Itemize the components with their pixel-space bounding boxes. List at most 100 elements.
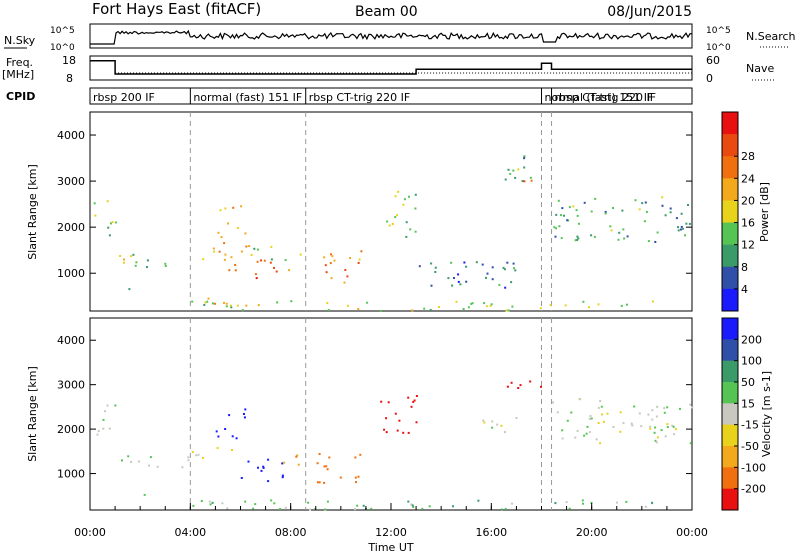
scatter-region (380, 395, 418, 434)
scatter-region (207, 297, 228, 305)
scatter-region (121, 455, 190, 469)
range-cell (403, 198, 406, 201)
range-cell (653, 431, 656, 434)
range-cell (671, 424, 674, 427)
range-cell (561, 437, 564, 440)
range-cell (203, 304, 206, 306)
range-cell (415, 421, 418, 424)
range-cell (555, 227, 557, 230)
range-cell (412, 506, 415, 508)
range-cell (679, 228, 682, 231)
range-cell (398, 419, 401, 422)
range-cell (664, 435, 667, 438)
range-cell (407, 500, 410, 503)
range-cell (195, 454, 198, 457)
range-cell (504, 178, 507, 181)
range-cell (248, 245, 251, 247)
range-cell (630, 422, 633, 425)
range-cell (241, 309, 244, 312)
range-cell (325, 271, 328, 274)
range-cell (270, 499, 273, 502)
range-cell (566, 419, 569, 422)
plot-title: Fort Hays East (fitACF) (92, 0, 261, 18)
x-tick-label: 04:00 (174, 526, 206, 539)
freq-line (90, 60, 692, 75)
range-cell (470, 302, 473, 305)
range-cell (414, 207, 417, 210)
range-cell (228, 414, 231, 417)
range-cell (410, 405, 413, 408)
range-cell (130, 461, 133, 463)
range-cell (625, 500, 628, 503)
range-cell (187, 456, 190, 459)
scatter-region (228, 256, 291, 280)
range-cell (227, 222, 230, 225)
range-cell (236, 304, 239, 307)
range-cell (579, 398, 582, 401)
range-cell (447, 277, 450, 280)
range-cell (123, 261, 125, 264)
range-cell (267, 458, 270, 461)
range-cell (213, 302, 216, 305)
range-cell (247, 460, 250, 463)
range-cell (483, 421, 486, 424)
colorbar-swatch (722, 467, 738, 490)
colorbar-tick-label: -100 (741, 461, 766, 474)
range-cell (523, 166, 526, 169)
range-cell (356, 504, 359, 507)
range-cell (593, 235, 596, 238)
date-label: 08/Jun/2015 (607, 4, 692, 20)
range-cell (357, 475, 360, 478)
range-cell (324, 508, 327, 511)
range-cell (577, 237, 580, 240)
range-cell (396, 429, 399, 432)
range-cell (354, 456, 357, 459)
range-cell (240, 477, 243, 479)
range-cell (244, 408, 247, 411)
range-cell (513, 267, 515, 270)
range-cell (502, 266, 505, 269)
colorbar-tick-label: 8 (741, 261, 748, 274)
range-cell (324, 264, 327, 267)
range-cell (149, 456, 152, 459)
range-cell (517, 168, 520, 171)
range-cell (465, 265, 468, 268)
range-cell (457, 273, 460, 276)
range-cell (130, 255, 133, 258)
range-cell (612, 207, 614, 209)
range-cell (245, 245, 248, 248)
scatter-region (553, 196, 691, 243)
range-cell (519, 384, 522, 387)
colorbar-swatch (722, 222, 738, 246)
range-cell (661, 196, 664, 199)
range-cell (666, 406, 669, 409)
range-cell (500, 424, 503, 427)
range-cell (296, 454, 299, 457)
range-cell (93, 202, 96, 205)
colorbar-swatch (722, 488, 738, 511)
scatter-region (418, 261, 517, 289)
range-cell (645, 210, 648, 213)
range-cell (260, 469, 263, 472)
range-cell (504, 431, 506, 434)
range-cell (333, 259, 336, 262)
range-cell (511, 502, 513, 505)
range-cell (235, 437, 238, 440)
range-cell (197, 453, 200, 456)
power-colorbar: 4 8 12 16 20 24 28 (721, 111, 755, 312)
range-cell (228, 269, 231, 272)
range-cell (507, 168, 510, 171)
range-cell (490, 303, 493, 306)
scatter-region (240, 458, 284, 483)
range-cell (326, 468, 329, 471)
colorbar-frame (721, 111, 739, 312)
scatter-region (323, 250, 363, 284)
range-cell (597, 303, 600, 306)
range-cell (411, 504, 414, 507)
range-cell (240, 250, 243, 253)
colorbar-swatch (722, 360, 738, 383)
scatter-region (482, 417, 518, 434)
range-cell (457, 280, 460, 283)
range-cell (358, 258, 361, 261)
freq-tick-low: 8 (66, 72, 73, 85)
